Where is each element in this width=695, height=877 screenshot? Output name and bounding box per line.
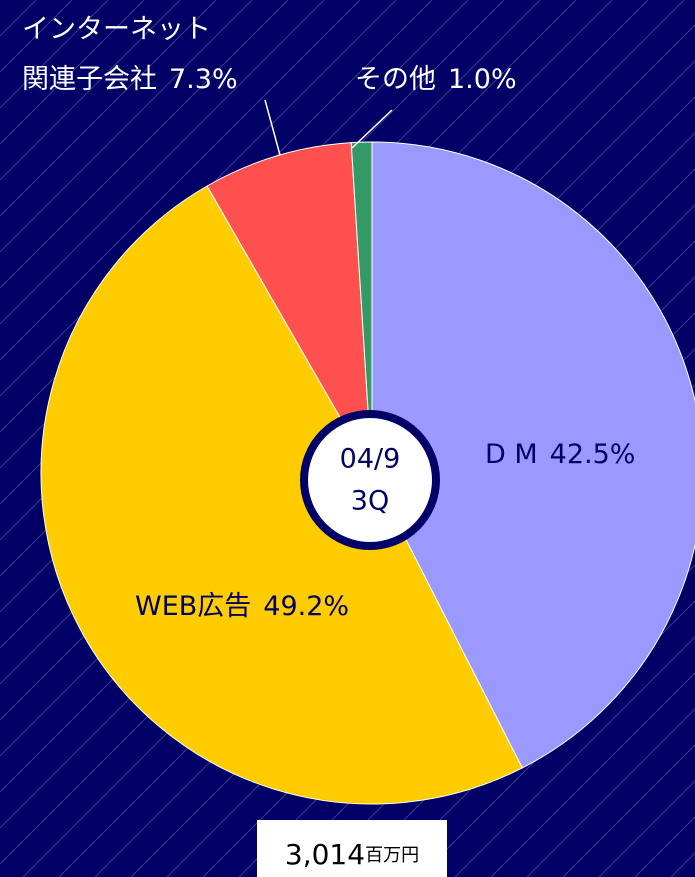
value-label: 49.2% [263, 591, 349, 622]
category-label: WEB広告 [135, 591, 251, 622]
category-label: インターネット [22, 14, 211, 45]
category-label: 関連子会社 [22, 64, 157, 95]
value-label: 42.5% [550, 439, 636, 470]
center-label: 04/9 [340, 444, 401, 475]
pie-slice [40, 185, 523, 805]
value-label: 1.0% [448, 64, 517, 95]
slice-label: その他 1.0% [355, 64, 517, 95]
center-badge [300, 410, 440, 550]
pie-slice [206, 142, 373, 474]
leader-line [351, 109, 393, 149]
pie-slice [350, 141, 373, 474]
total-box [257, 820, 447, 877]
slice-label: インターネット関連子会社 7.3% [22, 14, 238, 95]
total: 3,014百万円 [285, 838, 419, 871]
total-value: 3,014 [285, 838, 365, 871]
category-label: D M [485, 439, 538, 470]
center-label: 3Q [351, 486, 389, 517]
value-label: 7.3% [169, 64, 238, 95]
slice-label: D M 42.5% [485, 439, 635, 470]
pie-slice [371, 141, 695, 769]
category-label: その他 [355, 64, 436, 95]
slice-label: WEB広告 49.2% [135, 591, 349, 622]
leader-line [264, 99, 281, 156]
total-unit: 百万円 [365, 845, 419, 866]
